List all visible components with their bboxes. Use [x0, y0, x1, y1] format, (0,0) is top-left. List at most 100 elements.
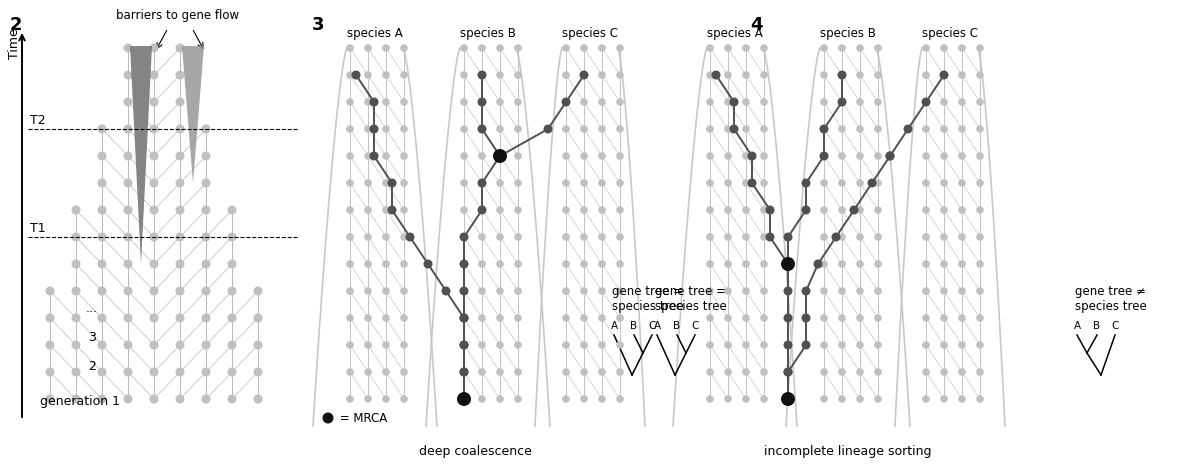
Circle shape — [977, 233, 984, 241]
Circle shape — [923, 206, 930, 214]
Text: species B: species B — [460, 27, 516, 40]
Circle shape — [599, 206, 606, 214]
Circle shape — [253, 286, 263, 296]
Circle shape — [857, 233, 864, 241]
Circle shape — [228, 205, 236, 214]
Circle shape — [977, 368, 984, 376]
Circle shape — [581, 314, 588, 322]
Circle shape — [497, 206, 504, 214]
Circle shape — [97, 286, 107, 296]
Circle shape — [457, 392, 470, 406]
Circle shape — [460, 313, 468, 323]
Circle shape — [874, 233, 882, 241]
Circle shape — [460, 368, 468, 376]
Circle shape — [46, 286, 54, 296]
Circle shape — [857, 152, 864, 160]
Circle shape — [124, 395, 132, 403]
Circle shape — [97, 125, 107, 134]
Circle shape — [977, 98, 984, 106]
Circle shape — [941, 395, 948, 403]
Circle shape — [150, 340, 158, 349]
Circle shape — [821, 44, 828, 52]
Circle shape — [581, 44, 588, 52]
Circle shape — [784, 368, 792, 376]
Text: B: B — [1093, 321, 1100, 331]
Circle shape — [977, 152, 984, 160]
Circle shape — [784, 340, 792, 349]
Circle shape — [784, 286, 792, 296]
Circle shape — [923, 179, 930, 187]
Circle shape — [97, 178, 107, 187]
Circle shape — [748, 178, 756, 187]
Circle shape — [382, 152, 390, 160]
Circle shape — [706, 206, 714, 214]
Circle shape — [839, 152, 846, 160]
Circle shape — [97, 340, 107, 349]
Circle shape — [599, 260, 606, 268]
Circle shape — [228, 368, 236, 376]
Text: gene tree =
species tree: gene tree = species tree — [612, 285, 684, 313]
Circle shape — [857, 341, 864, 349]
Circle shape — [839, 71, 846, 79]
Circle shape — [563, 206, 570, 214]
Circle shape — [202, 286, 210, 296]
Circle shape — [832, 233, 840, 241]
Circle shape — [365, 395, 372, 403]
Circle shape — [923, 71, 930, 79]
Circle shape — [563, 287, 570, 295]
Circle shape — [821, 98, 828, 106]
Circle shape — [478, 125, 486, 134]
Circle shape — [725, 395, 732, 403]
Circle shape — [814, 260, 822, 269]
Circle shape — [802, 340, 810, 349]
Circle shape — [347, 314, 354, 322]
Circle shape — [563, 233, 570, 241]
Circle shape — [460, 340, 468, 349]
Circle shape — [150, 286, 158, 296]
Circle shape — [784, 395, 792, 403]
Circle shape — [370, 151, 378, 161]
Circle shape — [72, 286, 80, 296]
Circle shape — [563, 44, 570, 52]
Circle shape — [839, 44, 846, 52]
Circle shape — [497, 368, 504, 376]
Circle shape — [175, 233, 185, 241]
Circle shape — [515, 44, 522, 52]
Circle shape — [382, 71, 390, 79]
Circle shape — [401, 341, 408, 349]
Circle shape — [497, 44, 504, 52]
Circle shape — [175, 340, 185, 349]
Circle shape — [977, 314, 984, 322]
Circle shape — [175, 151, 185, 161]
Circle shape — [97, 395, 107, 403]
Circle shape — [347, 341, 354, 349]
Circle shape — [124, 368, 132, 376]
Circle shape — [478, 71, 486, 79]
Circle shape — [478, 206, 486, 214]
Text: B: B — [673, 321, 680, 331]
Circle shape — [461, 125, 468, 133]
Circle shape — [839, 395, 846, 403]
Circle shape — [581, 368, 588, 376]
Circle shape — [742, 98, 750, 106]
Circle shape — [562, 98, 570, 106]
Circle shape — [923, 233, 930, 241]
Circle shape — [874, 179, 882, 187]
Circle shape — [706, 44, 714, 52]
Text: species C: species C — [562, 27, 618, 40]
Circle shape — [478, 44, 486, 52]
Circle shape — [839, 368, 846, 376]
Circle shape — [46, 313, 54, 323]
Circle shape — [442, 286, 450, 296]
Circle shape — [72, 313, 80, 323]
Circle shape — [617, 125, 624, 133]
Circle shape — [382, 44, 390, 52]
Circle shape — [478, 71, 486, 79]
Circle shape — [150, 98, 158, 106]
Circle shape — [599, 368, 606, 376]
Circle shape — [347, 125, 354, 133]
Circle shape — [959, 314, 966, 322]
Circle shape — [228, 260, 236, 269]
Circle shape — [460, 395, 468, 403]
Circle shape — [839, 179, 846, 187]
